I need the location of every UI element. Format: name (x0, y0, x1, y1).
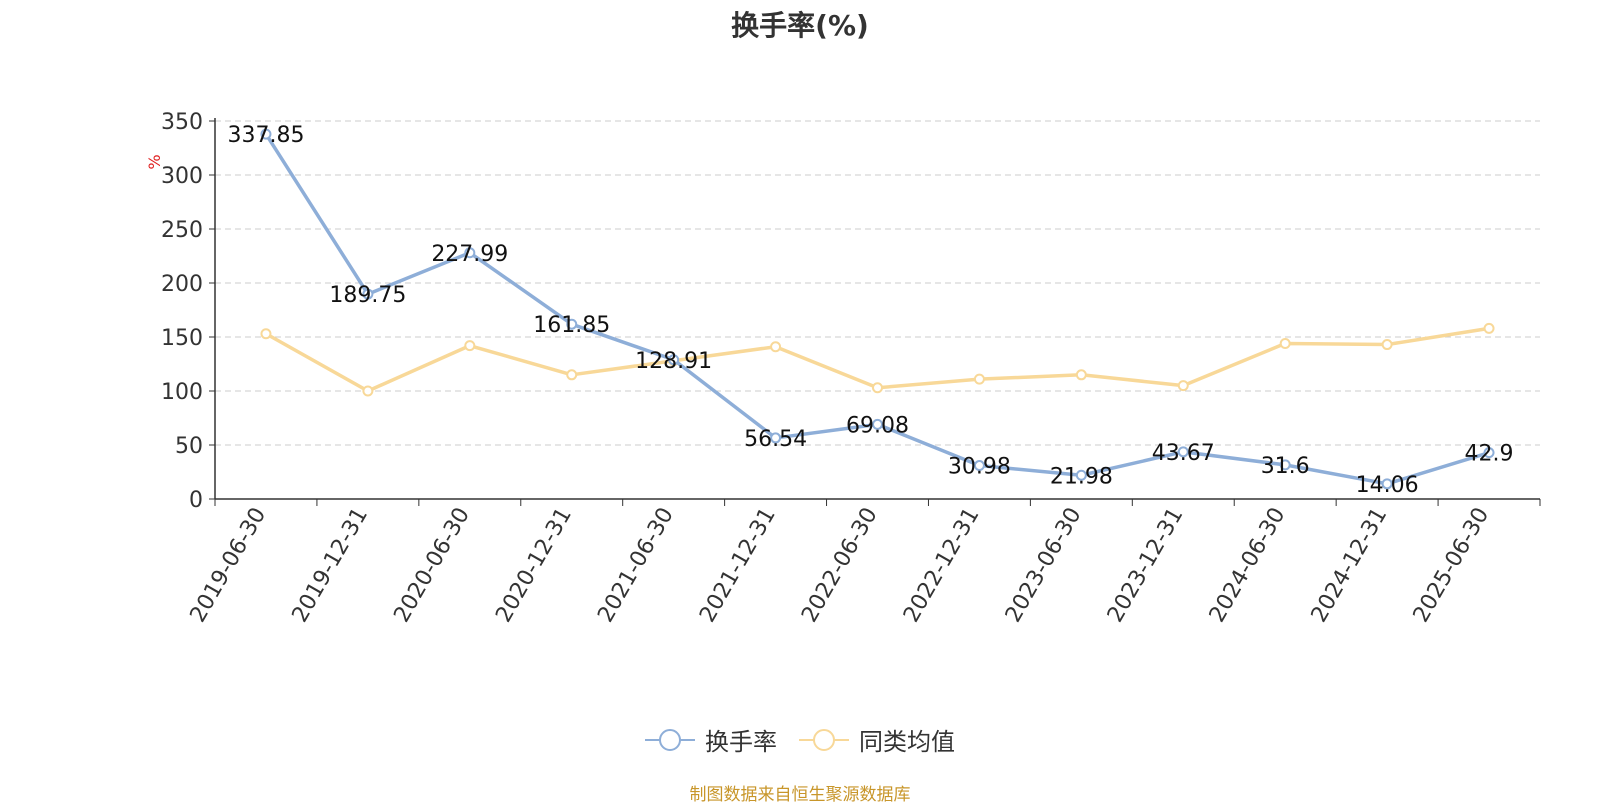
data-point (1075, 369, 1087, 381)
data-point (973, 373, 985, 385)
data-label: 227.99 (431, 242, 508, 267)
y-tick-label: 100 (161, 380, 203, 405)
data-label: 189.75 (329, 283, 406, 308)
legend-label: 换手率 (705, 728, 777, 756)
data-point (1381, 339, 1393, 351)
data-point (362, 288, 374, 300)
data-label: 128.91 (635, 349, 712, 374)
data-point (1381, 478, 1393, 490)
legend-line-circle-icon (645, 728, 695, 751)
data-label: 42.9 (1465, 442, 1514, 467)
data-labels: 337.85 189.75 227.99 161.85 128.91 56.54 69.08… (227, 123, 1513, 498)
legend-label: 同类均值 (859, 728, 955, 756)
data-point (1279, 337, 1291, 349)
data-point (668, 354, 680, 366)
legend: 换手率 同类均值 (0, 722, 1600, 757)
data-point (566, 318, 578, 330)
x-tick-label: 2024-06-30 (1205, 504, 1291, 627)
data-point (1483, 322, 1495, 334)
axes: 0 50 100 150 200 250 300 350% 2019-06-30 2019-12-… (145, 110, 1541, 627)
legend-item-series-2[interactable]: 同类均值 (799, 722, 955, 757)
y-tick-label: 350 (161, 110, 203, 135)
data-label: 69.08 (846, 413, 909, 438)
data-point (872, 382, 883, 394)
legend-item-series-1[interactable]: 换手率 (645, 722, 777, 757)
data-point (1483, 447, 1495, 459)
data-point (566, 369, 578, 381)
data-label: 43.67 (1152, 441, 1215, 466)
data-label: 161.85 (533, 313, 610, 338)
legend-line-circle-icon (799, 728, 849, 751)
data-label: 56.54 (744, 427, 807, 452)
data-point (260, 328, 272, 340)
y-tick-label: 150 (161, 326, 203, 351)
data-label: 21.98 (1050, 464, 1113, 489)
data-label: 337.85 (227, 123, 304, 148)
data-label: 14.06 (1356, 473, 1419, 498)
x-tick-label: 2021-12-31 (695, 504, 781, 627)
x-tick-label: 2022-06-30 (797, 504, 883, 627)
x-tick-label: 2023-06-30 (1001, 504, 1087, 627)
x-tick-label: 2023-12-31 (1103, 504, 1189, 627)
data-label: 30.98 (948, 455, 1011, 480)
data-point (260, 128, 272, 140)
y-tick-label: 200 (161, 272, 203, 297)
data-point (1177, 446, 1189, 458)
x-tick-label: 2019-06-30 (186, 504, 272, 627)
data-point (1279, 459, 1291, 471)
x-tick-label: 2025-06-30 (1409, 504, 1495, 627)
data-point (872, 418, 883, 430)
y-tick-label: 50 (175, 434, 203, 459)
data-point (464, 247, 476, 259)
data-point (770, 432, 782, 444)
x-tick-label: 2022-12-31 (899, 504, 985, 627)
data-point (973, 460, 985, 472)
series-lines (260, 128, 1495, 490)
data-point (770, 341, 782, 353)
y-tick-label: 250 (161, 218, 203, 243)
x-tick-label: 2020-06-30 (389, 504, 475, 627)
x-tick-label: 2021-06-30 (593, 504, 679, 627)
series-line (265, 326, 1490, 393)
data-point (1075, 469, 1087, 481)
x-tick-label: 2020-12-31 (491, 504, 577, 627)
x-tick-label: 2019-12-31 (288, 504, 374, 627)
y-tick-label: 300 (161, 164, 203, 189)
source-note: 制图数据来自恒生聚源数据库 (689, 785, 911, 805)
y-tick-label: 0 (189, 488, 203, 513)
y-axis-label: % (145, 154, 164, 169)
data-point (1177, 380, 1189, 392)
data-point (362, 385, 374, 397)
x-tick-label: 2024-12-31 (1307, 504, 1393, 627)
chart-title: 换手率(%) (731, 9, 869, 42)
grid-lines (215, 120, 1540, 446)
data-point (464, 340, 476, 352)
data-label: 31.6 (1261, 454, 1310, 479)
